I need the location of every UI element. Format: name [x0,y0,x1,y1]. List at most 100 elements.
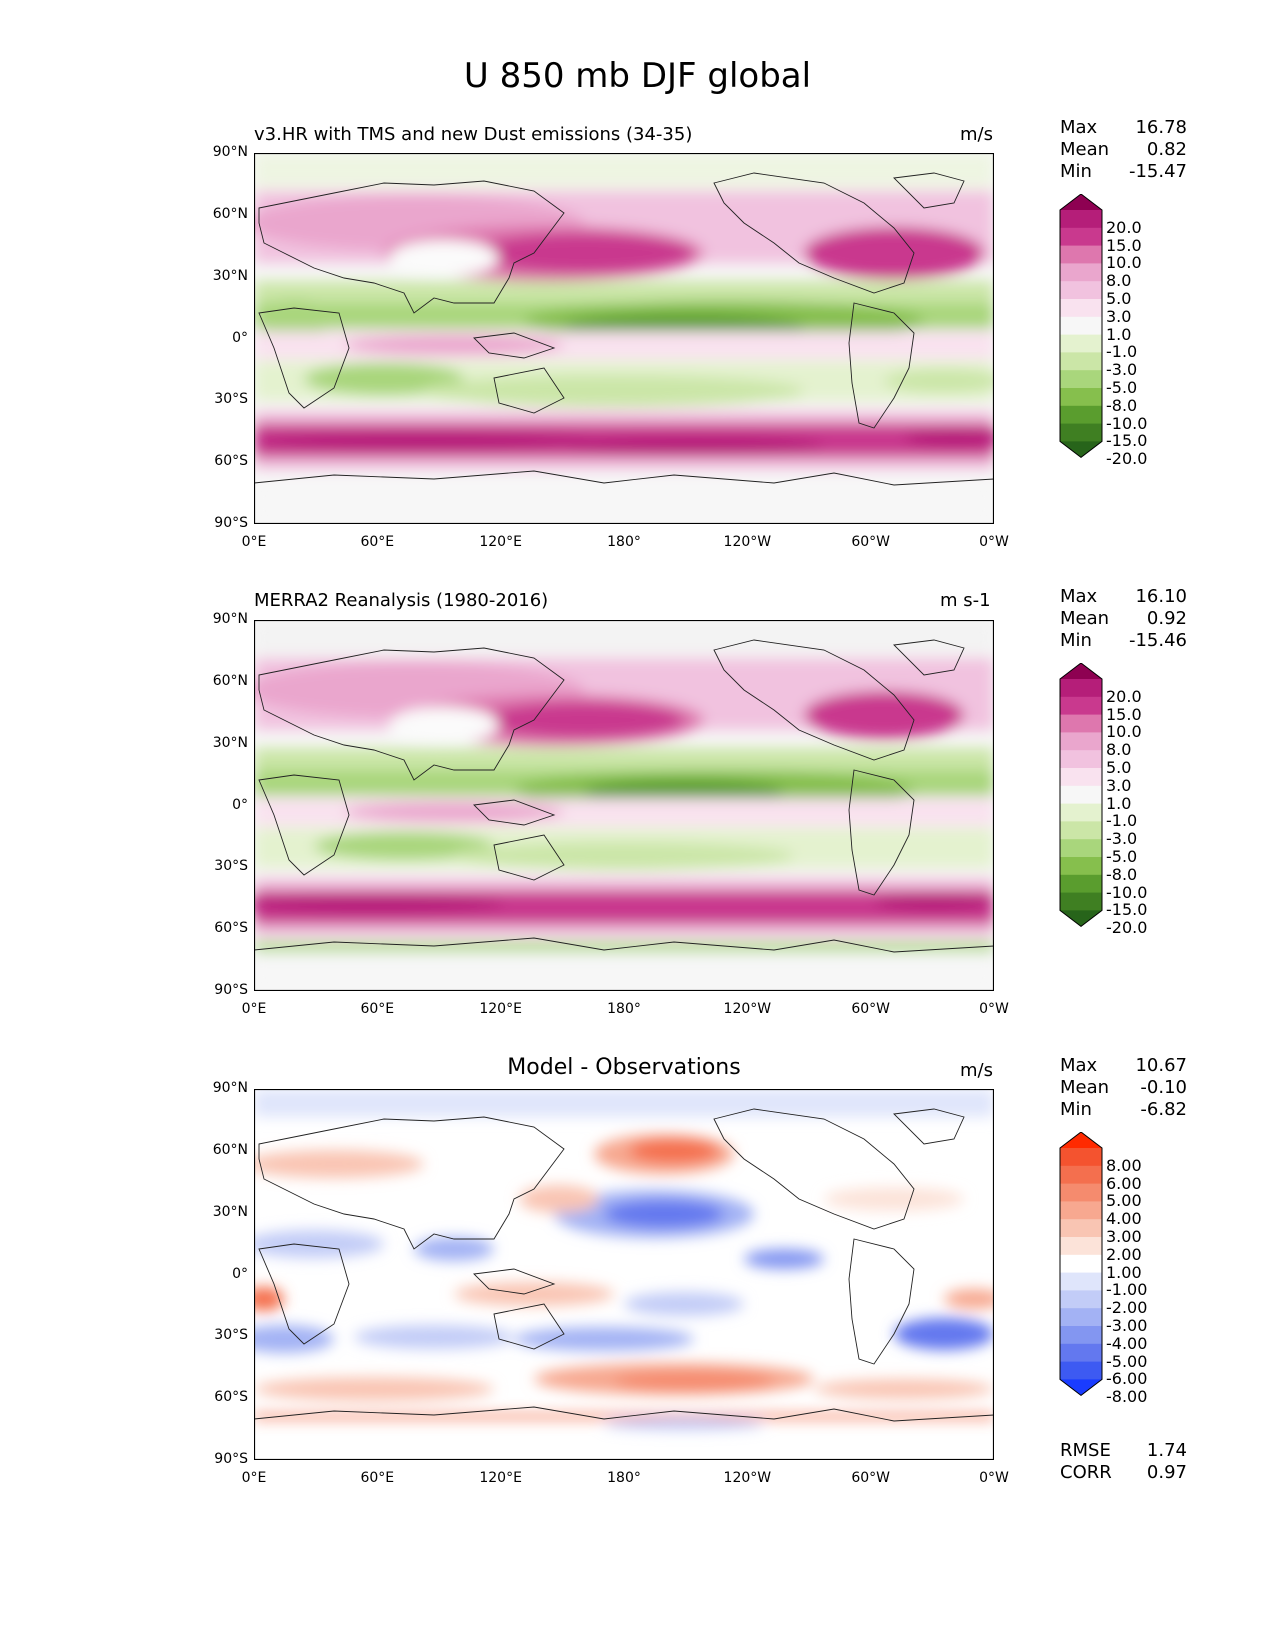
colorbar-bin [1060,1254,1102,1274]
colorbar-tick-label: -1.00 [1106,1280,1148,1300]
lat-tick-label: 60°N [212,672,248,689]
lat-tick-label: 90°S [214,982,248,998]
panel3-mean-label: Mean [1060,1077,1110,1098]
lon-tick-label: 0°W [979,1470,1009,1486]
main-title: U 850 mb DJF global [463,56,812,96]
colorbar-tick-label: -10.0 [1106,882,1148,902]
colorbar-bin [1060,1165,1102,1185]
lon-tick-label: 120°E [479,1001,522,1017]
colorbar-bin [1060,1183,1102,1202]
panel1-max-value: 16.78 [1135,117,1187,138]
colorbar-outline [1059,1132,1103,1397]
colorbar-tick-label: 1.00 [1106,1262,1142,1282]
lat-tick-label: 60°S [214,1389,248,1406]
panel1-mean-label: Mean [1060,139,1110,160]
colorbar-tick-label: -15.0 [1106,431,1148,451]
colorbar-bin [1060,1290,1102,1309]
lon-tick-label: 120°W [723,534,772,550]
panel3-colorbar [1059,1132,1103,1397]
lon-tick-label: 120°E [479,534,522,550]
colorbar-tick-label: -3.0 [1106,829,1138,849]
colorbar-bin [1060,679,1102,698]
panel1-units: m/s [960,124,993,145]
colorbar-extend-top [1060,663,1102,679]
colorbar-bin [1060,1201,1102,1220]
panel2-mean-label: Mean [1060,608,1110,629]
lon-tick-label: 120°E [479,1470,522,1486]
lat-tick-label: 90°S [214,1451,248,1467]
colorbar-tick-label: 8.00 [1106,1155,1142,1175]
lat-tick-label: 30°N [212,734,248,751]
colorbar-tick-label: -5.0 [1106,378,1138,397]
colorbar-tick-label: -5.00 [1106,1351,1148,1371]
colorbar-tick-label: 1.0 [1106,793,1132,813]
lat-tick-label: 60°S [214,920,248,937]
colorbar-bin [1060,839,1102,858]
panel1-min-value: -15.47 [1128,161,1187,182]
lat-tick-label: 90°N [212,144,248,160]
colorbar-bin [1060,299,1102,318]
colorbar-bin [1060,732,1102,751]
lat-tick-label: 60°N [212,1141,248,1158]
panel1-colorbar [1059,194,1103,459]
panel1-title: v3.HR with TMS and new Dust emissions (3… [254,124,693,145]
lat-tick-label: 60°N [212,205,248,222]
lat-tick-label: 0° [232,796,248,813]
colorbar-bin [1060,750,1102,769]
rmse-value: 1.74 [1146,1440,1187,1461]
colorbar-tick-label: -4.00 [1106,1333,1148,1353]
colorbar-bin [1060,821,1102,840]
colorbar-bin [1060,892,1102,911]
lon-tick-label: 180° [607,1001,641,1017]
colorbar-tick-label: -8.0 [1106,864,1138,884]
lon-tick-label: 120°W [723,1470,772,1486]
panel3-min-value: -6.82 [1140,1099,1187,1120]
colorbar-tick-label: 5.00 [1106,1191,1142,1211]
colorbar-extend-top [1060,194,1102,210]
colorbar-tick-label: 8.0 [1106,271,1132,291]
colorbar-tick-label: -6.00 [1106,1369,1148,1389]
panel2-max-value: 16.10 [1135,586,1187,607]
lat-tick-label: 90°N [212,1080,248,1096]
colorbar-bin [1060,1148,1102,1167]
colorbar-outline [1059,194,1103,459]
colorbar-tick-label: 5.0 [1106,758,1132,777]
panel3-title: Model - Observations [507,1055,741,1080]
lon-tick-label: 0°E [241,534,267,550]
panel1-map [254,153,994,524]
panel2-mean-value: 0.92 [1146,608,1187,629]
colorbar-extend-bottom [1060,910,1102,927]
colorbar-tick-label: 2.00 [1106,1244,1142,1264]
panel1-mean-value: 0.82 [1146,139,1187,160]
colorbar-tick-label: 8.0 [1106,740,1132,760]
colorbar-bin [1060,768,1102,787]
colorbar-tick-label: 15.0 [1106,704,1142,724]
colorbar-tick-label: -15.0 [1106,900,1148,920]
colorbar-tick-label: -2.00 [1106,1298,1148,1318]
colorbar-tick-label: 10.0 [1106,253,1142,273]
colorbar-tick-label: -10.0 [1106,413,1148,433]
colorbar-bin [1060,785,1102,805]
colorbar-outline [1059,663,1103,928]
colorbar-tick-label: 3.0 [1106,306,1132,326]
colorbar-tick-label: 20.0 [1106,217,1142,237]
panel3-map [254,1089,994,1460]
panel3-units: m/s [960,1060,993,1081]
lon-tick-label: 60°E [360,1001,395,1017]
colorbar-tick-label: 10.0 [1106,722,1142,742]
colorbar-bin [1060,405,1102,425]
colorbar-tick-label: -8.0 [1106,395,1138,415]
colorbar-tick-label: -20.0 [1106,449,1148,469]
colorbar-tick-label: -8.00 [1106,1387,1148,1407]
colorbar-bin [1060,334,1102,353]
panel2-colorbar [1059,663,1103,928]
colorbar-bin [1060,714,1102,733]
panel2-title: MERRA2 Reanalysis (1980-2016) [254,590,549,611]
colorbar-extend-top [1060,1132,1102,1148]
lat-tick-label: 30°S [214,1327,248,1344]
colorbar-bin [1060,388,1102,407]
panel1-min-label: Min [1060,161,1092,182]
colorbar-tick-label: 3.0 [1106,775,1132,795]
lon-tick-label: 0°W [979,534,1009,550]
lat-tick-label: 30°S [214,391,248,408]
